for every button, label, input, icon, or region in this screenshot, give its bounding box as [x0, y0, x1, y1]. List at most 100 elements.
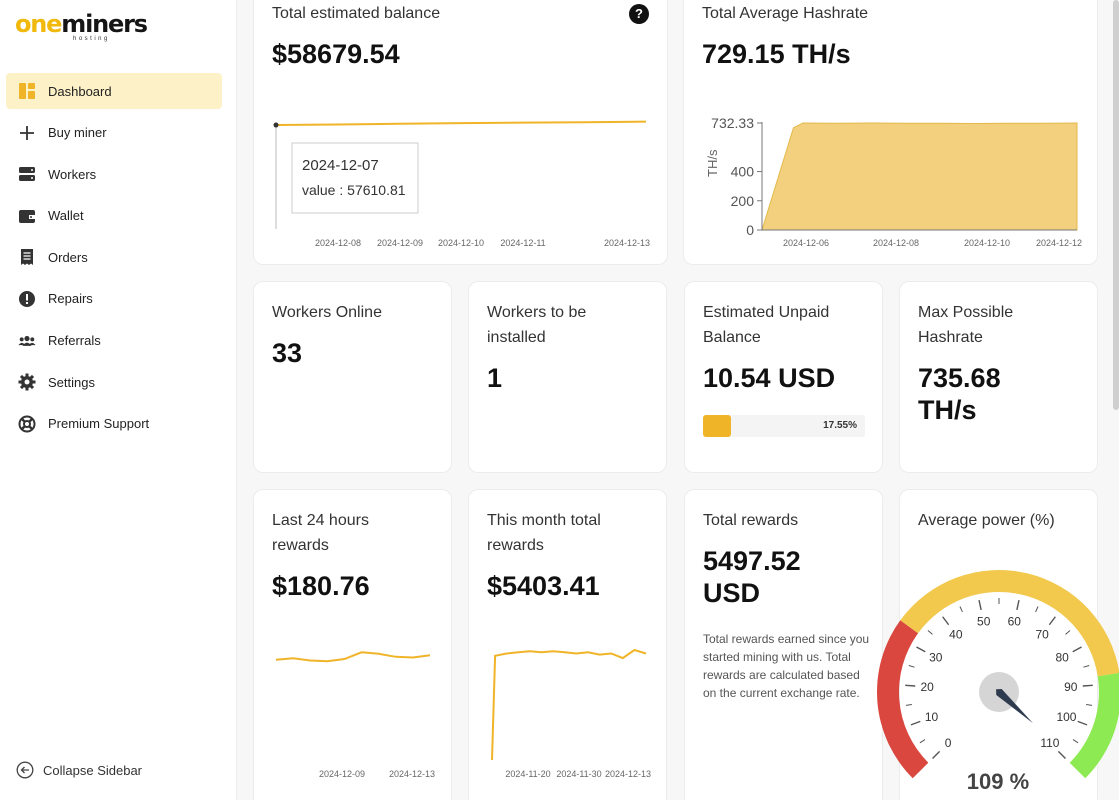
hashrate-ytick-label: 400 [731, 164, 755, 180]
arrow-left-circle-icon [16, 761, 34, 779]
rewards-24h-title-1: Last 24 hours [272, 512, 369, 529]
balance-point [273, 122, 279, 128]
rewards-24h-tick-1: 2024-12-13 [389, 769, 435, 779]
hashrate-xtick-label: 2024-12-12 [1036, 238, 1082, 248]
unpaid-title-2: Balance [703, 329, 761, 346]
balance-tick-label: 2024-12-09 [377, 238, 423, 248]
lifebuoy-icon [18, 415, 36, 433]
sidebar-item-wallet[interactable]: Wallet [6, 198, 222, 234]
rewards-24h-card: Last 24 hours rewards $180.76 2024-12-09… [253, 489, 452, 800]
hashrate-value: 729.15 TH/s [702, 39, 851, 69]
sidebar-item-referrals[interactable]: Referrals [6, 323, 222, 359]
workers-installed-value: 1 [487, 363, 503, 393]
total-rewards-card: Total rewards 5497.52 USD Total rewards … [684, 489, 883, 800]
rewards-month-value: $5403.41 [487, 571, 600, 601]
sidebar-item-label: Dashboard [48, 83, 112, 99]
gear-icon [18, 373, 36, 391]
sidebar-item-label: Workers [48, 166, 97, 182]
max-hashrate-card: Max Possible Hashrate 735.68 TH/s [899, 281, 1098, 473]
rewards-month-series-line [491, 648, 647, 761]
hashrate-series-area [761, 122, 1078, 231]
hashrate-ylabel: TH/s [705, 149, 720, 177]
sidebar-item-premium-support[interactable]: Premium Support [6, 406, 222, 442]
sidebar-item-label: Settings [48, 374, 95, 390]
sidebar: oneminers hosting Dashboard Buy miner Wo… [0, 0, 237, 800]
users-icon [18, 332, 36, 350]
alert-icon [18, 290, 36, 308]
total-rewards-value-2: USD [703, 578, 761, 608]
unpaid-progress-label: 17.55% [823, 420, 857, 431]
balance-tooltip-value: value : 57610.81 [302, 182, 406, 198]
balance-tooltip-date: 2024-12-07 [302, 157, 379, 174]
workers-installed-card: Workers to be installed 1 [468, 281, 667, 473]
logo-miners: miners [61, 10, 148, 38]
balance-chart[interactable]: 2024-12-07 value : 57610.81 2024-12-08 20… [254, 0, 669, 266]
workers-installed-title-1: Workers to be [487, 304, 587, 321]
total-rewards-value-1: 5497.52 [703, 546, 801, 576]
power-card: Average power (%) [899, 489, 1098, 800]
sidebar-item-settings[interactable]: Settings [6, 364, 222, 400]
rewards-24h-value: $180.76 [272, 571, 370, 601]
sidebar-item-label: Orders [48, 249, 88, 265]
rewards-month-tick-0: 2024-11-20 [505, 769, 550, 779]
rewards-month-title-2: rewards [487, 537, 544, 554]
total-rewards-description: Total rewards earned since you started m… [703, 632, 870, 700]
onelogo[interactable]: oneminers hosting [15, 12, 155, 46]
logo-one: one [15, 10, 62, 38]
hashrate-ytick-label: 732.33 [711, 115, 754, 131]
rewards-month-tick-1: 2024-11-30 [556, 769, 601, 779]
sidebar-item-orders[interactable]: Orders [6, 239, 222, 275]
unpaid-card: Estimated Unpaid Balance 10.54 USD 17.55… [684, 281, 883, 473]
balance-tooltip [291, 142, 419, 214]
max-hashrate-value-1: 735.68 [918, 363, 1001, 393]
page-scrollbar[interactable] [1113, 0, 1119, 410]
balance-title: Total estimated balance [272, 5, 441, 22]
sidebar-item-label: Premium Support [48, 416, 150, 432]
collapse-sidebar-button[interactable]: Collapse Sidebar [16, 761, 142, 779]
unpaid-value: 10.54 USD [703, 363, 836, 393]
sidebar-item-label: Repairs [48, 291, 93, 307]
rewards-month-title-1: This month total [487, 512, 601, 529]
sidebar-item-label: Referrals [48, 333, 101, 349]
wallet-icon [18, 207, 36, 225]
balance-card: Total estimated balance ? $58679.54 2024… [253, 0, 668, 265]
dashboard-icon [18, 82, 36, 100]
workers-online-value: 33 [272, 338, 303, 368]
rewards-24h-chart[interactable]: 2024-12-09 2024-12-13 [254, 490, 453, 800]
receipt-icon [18, 248, 36, 266]
rewards-24h-title-2: rewards [272, 537, 329, 554]
sidebar-item-label: Buy miner [48, 125, 107, 141]
sidebar-item-workers[interactable]: Workers [6, 156, 222, 192]
sidebar-nav: Dashboard Buy miner Workers Wallet Order… [6, 73, 222, 447]
balance-value: $58679.54 [272, 39, 400, 69]
total-rewards-title: Total rewards [703, 512, 799, 529]
collapse-sidebar-label: Collapse Sidebar [43, 762, 143, 778]
hashrate-xtick-label: 2024-12-08 [873, 238, 919, 248]
hashrate-card: Total Average Hashrate 729.15 TH/s TH/s … [683, 0, 1098, 265]
workers-installed-title-2: installed [487, 329, 546, 346]
rewards-month-card: This month total rewards $5403.41 2024-1… [468, 489, 667, 800]
balance-series-line [275, 120, 647, 127]
help-icon[interactable]: ? [629, 4, 649, 24]
max-hashrate-value-2: TH/s [918, 395, 977, 425]
unpaid-title-1: Estimated Unpaid [703, 304, 830, 321]
rewards-month-chart[interactable]: 2024-11-20 2024-11-30 2024-12-13 [469, 490, 668, 800]
logo-sub: hosting [73, 36, 110, 42]
workers-online-card: Workers Online 33 [253, 281, 452, 473]
sidebar-item-buy-miner[interactable]: Buy miner [6, 115, 222, 151]
balance-tick-label: 2024-12-11 [500, 238, 545, 248]
unpaid-progress-fill [703, 415, 732, 437]
balance-tick-label: 2024-12-08 [315, 238, 361, 248]
hashrate-xtick-label: 2024-12-10 [964, 238, 1010, 248]
sidebar-item-repairs[interactable]: Repairs [6, 281, 222, 317]
plus-icon [18, 124, 36, 142]
hashrate-title: Total Average Hashrate [702, 5, 869, 22]
balance-tick-label: 2024-12-13 [604, 238, 650, 248]
max-hashrate-title-2: Hashrate [918, 329, 983, 346]
hashrate-chart[interactable]: TH/s 732.33 400 200 0 2024-12-06 2024-12-08 2… [684, 0, 1099, 266]
sidebar-item-dashboard[interactable]: Dashboard [6, 73, 222, 109]
unpaid-progress-bar: 17.55% [703, 415, 865, 437]
hashrate-xtick-label: 2024-12-06 [783, 238, 829, 248]
hashrate-ytick-label: 200 [731, 193, 755, 209]
hashrate-ytick-label: 0 [746, 222, 754, 238]
